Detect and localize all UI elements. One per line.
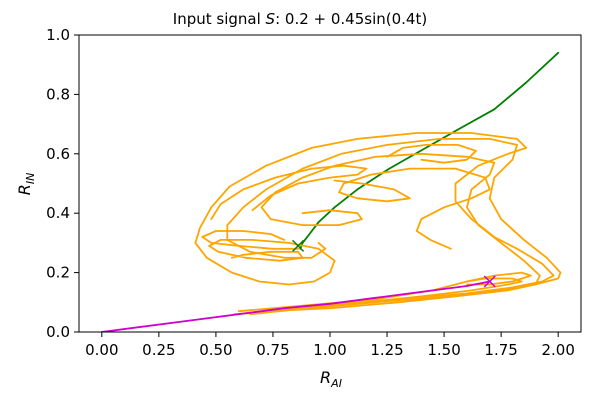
chart-title-prefix: Input signal: [173, 10, 266, 28]
x-axis-ticks: 0.00 0.25 0.50 0.75 1.00 1.25 1.50 1.75 2.00: [85, 332, 575, 359]
series-line-7: [310, 277, 523, 307]
y-axis-title: RIN: [15, 173, 37, 196]
series-line-11: [100, 280, 491, 332]
x-tick-label: 2.00: [541, 341, 574, 359]
series-line-2: [194, 132, 555, 316]
chart-title-suffix: : 0.2 + 0.45sin(0.4t): [275, 10, 427, 28]
x-axis-title-sub: AI: [330, 377, 342, 390]
series-line-9: [210, 164, 368, 221]
y-tick-label: 0.2: [46, 264, 70, 282]
x-tick-label: 1.75: [484, 341, 517, 359]
y-tick-label: 0.6: [46, 145, 70, 163]
chart-title-symbol: S: [266, 10, 276, 28]
series-line-1: [299, 51, 560, 250]
x-tick-label: 1.00: [313, 341, 346, 359]
x-tick-label: 0.00: [85, 341, 118, 359]
x-tick-label: 1.25: [370, 341, 403, 359]
x-marker-1: [292, 239, 305, 252]
y-axis-ticks: 0.0 0.2 0.4 0.6 0.8 1.0: [46, 26, 79, 341]
y-axis-title-main: R: [15, 184, 34, 195]
x-tick-label: 0.75: [256, 341, 289, 359]
x-axis-title: RAI: [320, 368, 342, 390]
series-line-10: [386, 143, 477, 164]
y-axis-title-sub: IN: [24, 173, 37, 184]
y-tick-label: 0.0: [46, 323, 70, 341]
x-tick-label: 0.50: [199, 341, 232, 359]
chart-title: Input signal S: 0.2 + 0.45sin(0.4t): [173, 10, 427, 28]
x-tick-label: 1.50: [427, 341, 460, 359]
x-tick-label: 0.25: [142, 341, 175, 359]
marker-layer: [292, 239, 496, 288]
y-tick-label: 1.0: [46, 26, 70, 44]
y-tick-label: 0.8: [46, 85, 70, 103]
series-line-4: [260, 152, 541, 313]
series-line-8: [201, 230, 300, 250]
x-marker-2: [483, 275, 496, 288]
series-line-5: [333, 167, 491, 250]
y-tick-label: 0.4: [46, 204, 70, 222]
series-layer: [100, 51, 562, 332]
x-axis-title-main: R: [320, 368, 331, 387]
